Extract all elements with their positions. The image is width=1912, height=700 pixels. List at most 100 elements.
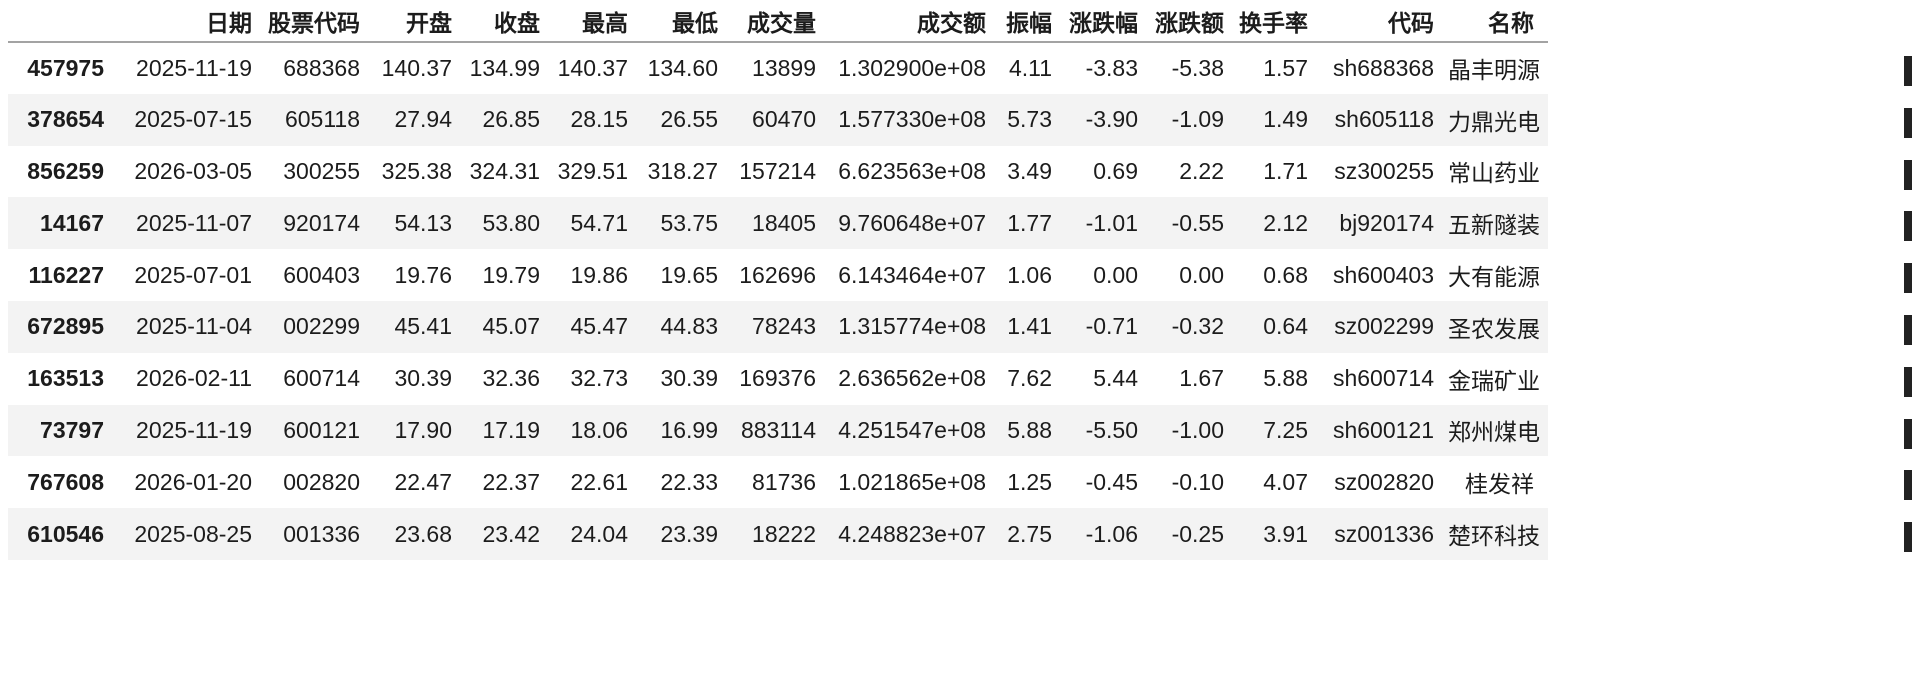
table-cell: 2025-08-25 — [134, 520, 252, 547]
table-cell: 0.00 — [1179, 261, 1224, 288]
col-header-volume: 成交量 — [732, 0, 830, 43]
row-index: 163513 — [27, 365, 104, 392]
table-cell: 0.68 — [1263, 261, 1308, 288]
table-cell: 1.57 — [1263, 54, 1308, 81]
table-cell: 26.85 — [482, 106, 540, 133]
table-cell: 1.06 — [1007, 261, 1052, 288]
table-cell: 4.251547e+08 — [838, 416, 986, 443]
table-cell: 5.73 — [1007, 106, 1052, 133]
table-cell: 45.47 — [570, 313, 628, 340]
clipped-glyph — [1904, 366, 1912, 397]
clipped-glyph — [1904, 418, 1912, 449]
col-header-stock-code: 股票代码 — [266, 0, 374, 43]
col-header-change-pct: 涨跌幅 — [1066, 0, 1152, 43]
table-cell: 54.13 — [394, 209, 452, 236]
table-cell: 157214 — [739, 157, 816, 184]
table-cell: 605118 — [284, 106, 360, 133]
table-cell: -1.06 — [1085, 520, 1138, 547]
table-cell: 27.94 — [394, 106, 452, 133]
table-cell: sh600403 — [1332, 261, 1434, 288]
row-index: 73797 — [40, 416, 104, 443]
table-cell: 9.760648e+07 — [838, 209, 986, 236]
table-cell: 4.11 — [1008, 54, 1052, 81]
table-cell: 78243 — [752, 313, 816, 340]
table-cell: 郑州煤电 — [1448, 419, 1540, 446]
col-header-change-amt: 涨跌额 — [1152, 0, 1238, 43]
table-cell: 140.37 — [557, 54, 628, 81]
row-index: 610546 — [27, 520, 104, 547]
col-header-amplitude: 振幅 — [1000, 0, 1066, 43]
table-cell: sz001336 — [1334, 520, 1434, 547]
table-cell: 3.49 — [1007, 157, 1052, 184]
table-cell: 22.47 — [394, 468, 452, 495]
table-cell: 桂发祥 — [1465, 471, 1534, 498]
table-cell: 140.37 — [381, 54, 452, 81]
table-cell: 5.88 — [1007, 416, 1052, 443]
row-index: 856259 — [27, 157, 104, 184]
clipped-glyph — [1904, 522, 1912, 553]
table-cell: 30.39 — [394, 365, 452, 392]
table-cell: 23.42 — [482, 520, 540, 547]
header-row: 日期 股票代码 开盘 收盘 最高 最低 成交量 成交额 振幅 涨跌幅 涨跌额 换… — [8, 0, 1548, 43]
table-cell: 18222 — [752, 520, 816, 547]
col-header-turnover: 成交额 — [830, 0, 1000, 43]
table-cell: 2025-11-19 — [136, 416, 252, 443]
table-cell: 1.67 — [1179, 365, 1224, 392]
table-cell: 19.65 — [660, 261, 718, 288]
table-cell: 32.73 — [570, 365, 628, 392]
table-cell: 2.636562e+08 — [838, 365, 986, 392]
clipped-glyph — [1904, 159, 1912, 190]
table-cell: 圣农发展 — [1448, 315, 1540, 342]
table-cell: 002299 — [283, 313, 360, 340]
row-index: 767608 — [27, 468, 104, 495]
table-cell: -0.71 — [1085, 313, 1138, 340]
stock-dataframe-table: 日期 股票代码 开盘 收盘 最高 最低 成交量 成交额 振幅 涨跌幅 涨跌额 换… — [8, 0, 1548, 560]
table-cell: 23.68 — [394, 520, 452, 547]
table-cell: sz300255 — [1334, 157, 1434, 184]
table-cell: 44.83 — [660, 313, 718, 340]
table-cell: 53.80 — [482, 209, 540, 236]
row-index: 116227 — [28, 261, 104, 288]
table-cell: 2025-07-01 — [134, 261, 252, 288]
table-cell: 1.577330e+08 — [838, 106, 986, 133]
table-cell: 1.49 — [1263, 106, 1308, 133]
col-header-date: 日期 — [118, 0, 266, 43]
table-cell: 2025-11-04 — [136, 313, 252, 340]
table-row: 767608 2026-01-20 002820 22.47 22.37 22.61 22.… — [8, 456, 1548, 508]
table-row: 672895 2025-11-04 002299 45.41 45.07 45.47 44.… — [8, 300, 1548, 353]
table-cell: 81736 — [752, 468, 816, 495]
table-cell: 162696 — [739, 261, 816, 288]
table-cell: 32.36 — [482, 365, 540, 392]
clipped-glyph — [1904, 56, 1912, 86]
table-cell: 324.31 — [469, 157, 540, 184]
table-cell: 600714 — [283, 365, 360, 392]
clipped-glyph — [1904, 211, 1912, 242]
table-cell: 45.07 — [482, 313, 540, 340]
col-header-name: 名称 — [1448, 0, 1548, 43]
table-cell: 2026-01-20 — [134, 468, 252, 495]
table-cell: 30.39 — [660, 365, 718, 392]
table-cell: 1.315774e+08 — [838, 313, 986, 340]
table-cell: 7.25 — [1263, 416, 1308, 443]
table-cell: 1.77 — [1007, 209, 1052, 236]
table-cell: 1.41 — [1007, 313, 1052, 340]
table-cell: 2026-02-11 — [136, 365, 252, 392]
table-cell: 318.27 — [647, 157, 718, 184]
table-cell: sz002299 — [1334, 313, 1434, 340]
table-cell: 883114 — [740, 416, 816, 443]
table-row: 457975 2025-11-19 688368 140.37 134.99 140.37… — [8, 42, 1548, 94]
table-cell: 26.55 — [660, 106, 718, 133]
table-cell: 1.302900e+08 — [838, 54, 986, 81]
table-cell: 19.76 — [394, 261, 452, 288]
row-index: 457975 — [27, 54, 104, 81]
table-cell: 常山药业 — [1448, 160, 1540, 187]
col-header-open: 开盘 — [374, 0, 466, 43]
table-cell: 17.19 — [482, 416, 540, 443]
table-cell: 5.88 — [1263, 365, 1308, 392]
table-cell: 300255 — [283, 157, 360, 184]
table-cell: 001336 — [283, 520, 360, 547]
table-cell: 4.07 — [1263, 468, 1308, 495]
table-cell: 18405 — [752, 209, 816, 236]
table-cell: 2.12 — [1263, 209, 1308, 236]
table-cell: 大有能源 — [1448, 264, 1540, 291]
